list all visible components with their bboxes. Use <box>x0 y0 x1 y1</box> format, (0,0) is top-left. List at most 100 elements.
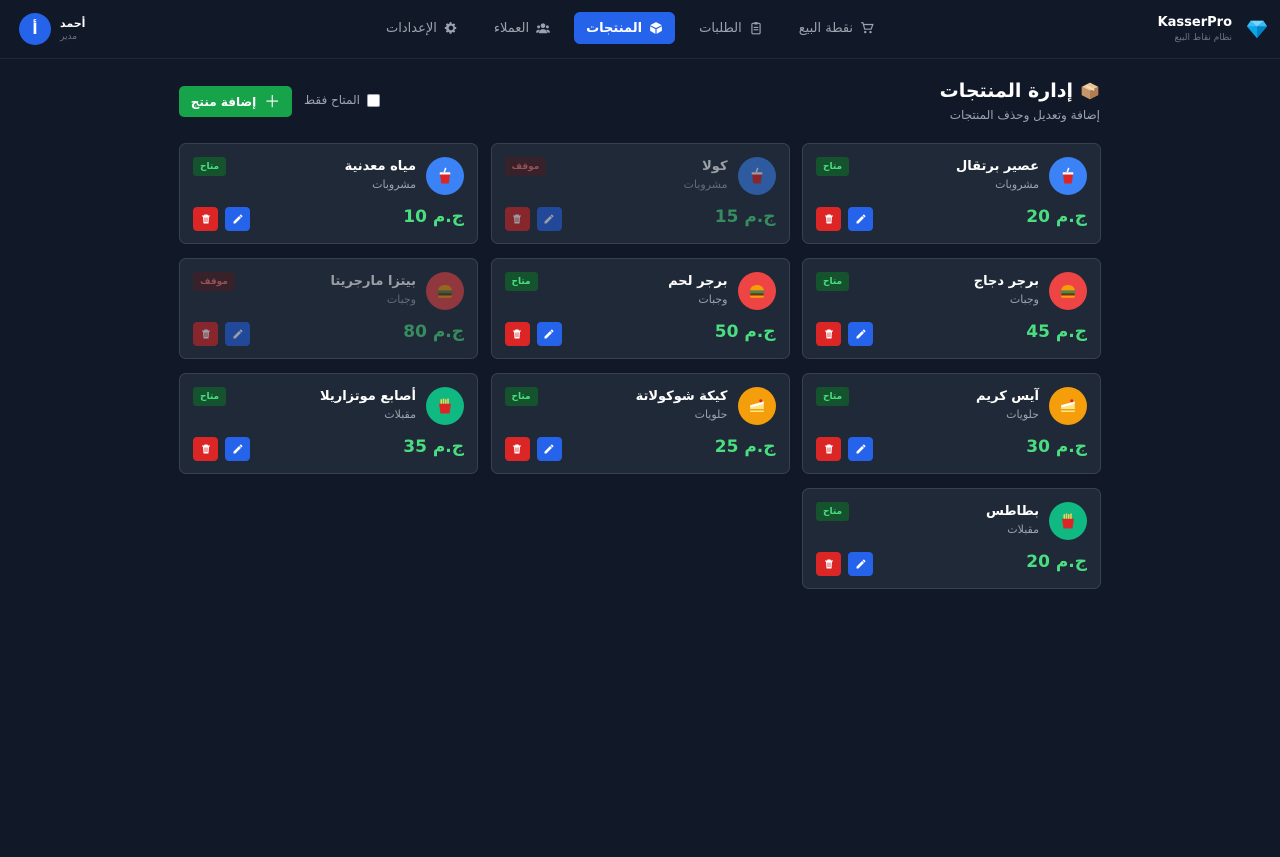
edit-button[interactable] <box>225 437 250 461</box>
product-name: كيكة شوكولاتة <box>635 389 728 404</box>
trash-icon <box>513 444 521 454</box>
brand[interactable]: KasserPro نظام نقاط البيع <box>1158 10 1268 48</box>
product-card: مياه معدنية مشروبات متاح 10 ج.م <box>179 143 478 244</box>
product-card: آيس كريم حلويات متاح 30 ج.م <box>802 373 1101 474</box>
product-category: مشروبات <box>995 178 1039 191</box>
product-card: أصابع موتزاريلا مقبلات متاح 35 ج.م <box>179 373 478 474</box>
status-badge: متاح <box>193 157 227 176</box>
product-price: 25 ج.م <box>714 437 776 457</box>
edit-button[interactable] <box>536 437 562 461</box>
delete-button[interactable] <box>816 207 841 231</box>
edit-button[interactable] <box>225 322 250 346</box>
product-price: 10 ج.م <box>403 207 464 227</box>
fries-icon <box>426 387 464 425</box>
product-name: كولا <box>702 159 728 174</box>
cake-icon <box>737 387 776 425</box>
edit-button[interactable] <box>536 322 562 346</box>
cube-icon <box>650 22 662 34</box>
edit-button[interactable] <box>848 437 873 461</box>
edit-button[interactable] <box>848 552 873 576</box>
product-name: آيس كريم <box>976 389 1039 404</box>
diamond-icon <box>1246 20 1268 39</box>
delete-button[interactable] <box>193 207 218 231</box>
user-name: أحمد <box>60 16 86 30</box>
product-card: برجر لحم وجبات متاح 50 ج.م <box>490 258 790 359</box>
edit-button[interactable] <box>848 322 873 346</box>
delete-button[interactable] <box>816 437 841 461</box>
product-price: 20 ج.م <box>1026 207 1087 227</box>
status-badge: موقف <box>193 272 235 291</box>
nav-label: نقطة البيع <box>798 20 854 36</box>
status-badge: متاح <box>504 387 538 406</box>
product-price: 15 ج.م <box>714 207 776 227</box>
product-name: مياه معدنية <box>344 159 416 174</box>
pencil-icon <box>544 444 554 454</box>
product-category: مقبلات <box>384 408 416 421</box>
products-grid: عصير برتقال مشروبات متاح 20 ج.م كولا مشر… <box>179 143 1101 589</box>
app-subtitle: نظام نقاط البيع <box>1174 33 1232 43</box>
nav-item-orders[interactable]: الطلبات <box>687 12 775 44</box>
cake-icon <box>1049 387 1087 425</box>
brand-text: KasserPro نظام نقاط البيع <box>1158 15 1232 43</box>
product-price: 35 ج.م <box>403 437 464 457</box>
delete-button[interactable] <box>193 437 218 461</box>
product-name: برجر دجاج <box>973 274 1039 289</box>
product-category: مشروبات <box>683 178 728 191</box>
delete-button[interactable] <box>504 437 530 461</box>
delete-button[interactable] <box>816 552 841 576</box>
nav-item-customers[interactable]: العملاء <box>482 12 562 44</box>
product-name: برجر لحم <box>668 274 728 289</box>
product-price: 20 ج.م <box>1026 552 1087 572</box>
nav-item-pos[interactable]: نقطة البيع <box>787 12 886 44</box>
delete-button[interactable] <box>504 322 530 346</box>
edit-button[interactable] <box>225 207 250 231</box>
product-price: 30 ج.م <box>1026 437 1087 457</box>
available-only-label: المتاح فقط <box>304 93 360 107</box>
nav-label: العملاء <box>493 20 530 36</box>
status-badge: متاح <box>504 272 538 291</box>
trash-icon <box>824 444 833 454</box>
product-name: بطاطس <box>985 504 1039 519</box>
nav-item-products[interactable]: المنتجات <box>574 12 676 44</box>
product-name: بيتزا مارجريتا <box>330 274 416 289</box>
trash-icon <box>513 329 521 339</box>
available-only-checkbox[interactable] <box>366 93 380 107</box>
trash-icon <box>201 444 210 454</box>
edit-button[interactable] <box>536 207 562 231</box>
pencil-icon <box>856 444 865 454</box>
drink-icon <box>426 157 464 195</box>
user-menu[interactable]: أ أحمد مدير <box>19 13 85 45</box>
user-info: أحمد مدير <box>60 17 85 42</box>
status-badge: متاح <box>816 272 850 291</box>
main-nav: نقطة البيع الطلبات المنتجات العملاء الإع… <box>374 12 886 44</box>
nav-label: المنتجات <box>586 20 643 36</box>
product-category: حلويات <box>1006 408 1039 421</box>
app-name: KasserPro <box>1157 15 1232 30</box>
add-product-label: إضافة منتج <box>190 94 257 109</box>
add-product-button[interactable]: ＋ إضافة منتج <box>179 86 292 117</box>
avatar: أ <box>19 13 51 45</box>
available-only-filter[interactable]: المتاح فقط <box>304 93 380 107</box>
pencil-icon <box>233 214 242 224</box>
users-icon <box>536 23 551 34</box>
trash-icon <box>201 329 210 339</box>
product-category: حلويات <box>694 408 728 421</box>
delete-button[interactable] <box>193 322 218 346</box>
nav-item-settings[interactable]: الإعدادات <box>374 12 470 44</box>
delete-button[interactable] <box>504 207 530 231</box>
pencil-icon <box>544 329 554 339</box>
product-card: بطاطس مقبلات متاح 20 ج.م <box>802 488 1101 589</box>
product-name: عصير برتقال <box>956 159 1039 174</box>
delete-button[interactable] <box>816 322 841 346</box>
product-category: وجبات <box>1009 293 1039 306</box>
product-price: 45 ج.م <box>1026 322 1087 342</box>
product-card: عصير برتقال مشروبات متاح 20 ج.م <box>802 143 1101 244</box>
edit-button[interactable] <box>848 207 873 231</box>
product-name: أصابع موتزاريلا <box>319 389 416 404</box>
page-header: إدارة المنتجات إضافة وتعديل وحذف المنتجا… <box>940 80 1100 122</box>
trash-icon <box>824 329 833 339</box>
trash-icon <box>513 214 521 224</box>
product-price: 50 ج.م <box>714 322 776 342</box>
top-bar: KasserPro نظام نقاط البيع نقطة البيع الط… <box>0 0 1280 59</box>
product-card: بيتزا مارجريتا وجبات موقف 80 ج.م <box>179 258 478 359</box>
